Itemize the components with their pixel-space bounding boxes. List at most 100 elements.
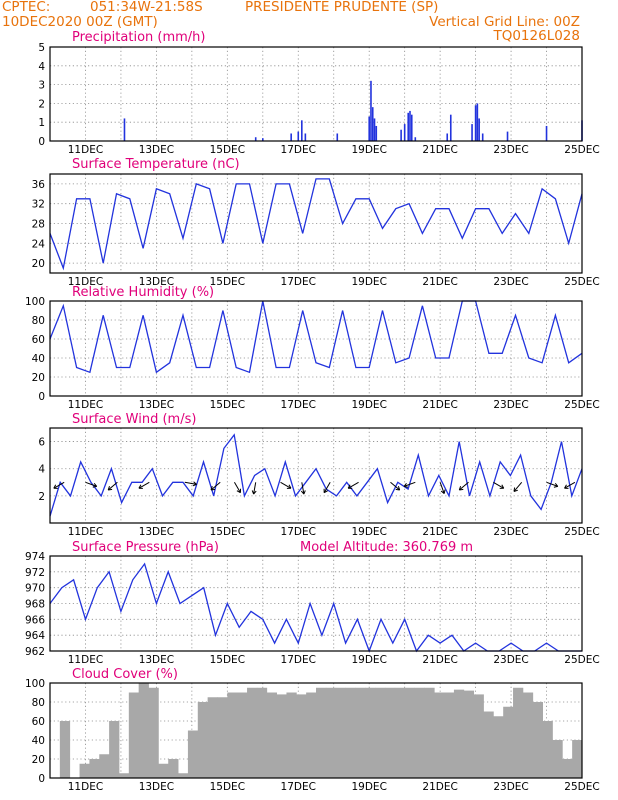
wind-vector-head — [300, 490, 306, 495]
precip-bar — [290, 133, 292, 141]
cloud-bar — [394, 687, 406, 778]
x-tick-label: 23DEC — [493, 399, 528, 411]
wind-vector — [210, 481, 221, 491]
y-tick-label: 968 — [25, 599, 45, 611]
cloud-bar — [109, 721, 120, 778]
x-tick-label: 25DEC — [564, 781, 599, 793]
cloud-bar — [227, 692, 238, 778]
precip-bar — [371, 107, 374, 141]
wind-vector-head — [553, 482, 559, 488]
x-tick-label: 13DEC — [139, 526, 174, 538]
x-tick-label: 13DEC — [139, 399, 174, 411]
y-tick-label: 974 — [25, 551, 45, 563]
y-tick-label: 962 — [25, 646, 45, 658]
cloud-bar — [256, 687, 268, 778]
x-tick-label: 21DEC — [422, 276, 457, 288]
x-tick-label: 17DEC — [281, 526, 316, 538]
y-tick-label: 32 — [32, 199, 45, 211]
cloud-bar — [306, 692, 317, 778]
y-tick-label: 964 — [25, 630, 45, 642]
y-tick-label: 80 — [32, 315, 45, 327]
cloud-bar — [463, 690, 475, 778]
x-tick-label: 19DEC — [351, 276, 386, 288]
x-tick-label: 11DEC — [68, 276, 103, 288]
x-tick-label: 23DEC — [493, 276, 528, 288]
precip-bar — [481, 133, 484, 141]
x-tick-label: 21DEC — [422, 654, 457, 666]
x-tick-label: 19DEC — [351, 781, 386, 793]
x-tick-label: 25DEC — [564, 654, 599, 666]
wind-vector — [458, 481, 469, 491]
grid-lines — [50, 428, 583, 523]
wind-vector-head — [286, 484, 292, 489]
wind-vector — [439, 482, 445, 494]
precip-bar — [375, 125, 378, 141]
y-tick-label: 20 — [32, 372, 45, 384]
grid-lines — [50, 46, 583, 142]
y-tick-label: 970 — [25, 583, 45, 595]
cloud-bar — [542, 721, 553, 778]
y-tick-label: 36 — [32, 179, 46, 191]
wind-vector-head — [440, 489, 446, 494]
cloud-bar — [473, 694, 484, 778]
precip-bar — [410, 114, 413, 141]
cloud-bar — [355, 687, 366, 778]
x-tick-label: 21DEC — [422, 526, 457, 538]
cloud-bar — [404, 687, 415, 778]
precip-bar — [409, 110, 411, 141]
header-date: 10DEC2020 00Z (GMT) — [2, 14, 158, 30]
panel-title: Cloud Cover (%) — [72, 667, 178, 682]
precip-bar — [506, 131, 509, 141]
y-tick-label: 40 — [32, 353, 45, 365]
cloud-bar — [414, 687, 425, 778]
x-tick-label: 11DEC — [68, 526, 103, 538]
y-tick-label: 0 — [38, 391, 45, 403]
wind-vector-head — [251, 490, 257, 495]
precip-bar — [370, 80, 372, 141]
wind-vector — [403, 481, 416, 487]
y-tick-label: 0 — [38, 136, 45, 148]
y-tick-label: 28 — [32, 219, 45, 231]
cloud-bar — [453, 689, 465, 778]
panel-frame — [49, 555, 583, 652]
x-tick-label: 23DEC — [493, 526, 528, 538]
wind-vector — [53, 481, 65, 489]
cloud-bar — [562, 759, 573, 778]
panel-title: Precipitation (mm/h) — [72, 30, 205, 45]
x-tick-label: 11DEC — [68, 399, 103, 411]
cloud-bar — [138, 683, 149, 778]
x-tick-label: 13DEC — [139, 781, 174, 793]
x-tick-label: 23DEC — [493, 781, 528, 793]
panel-1: Surface Temperature (nC) 20 24 28 32 36 11DEC 1… — [32, 157, 600, 288]
wind-vector-head — [513, 487, 518, 492]
x-tick-label: 17DEC — [281, 276, 316, 288]
x-tick-label: 15DEC — [210, 526, 245, 538]
panel-frame — [49, 46, 583, 142]
x-tick-label: 19DEC — [351, 654, 386, 666]
panel-annotation: Model Altitude: 360.769 m — [300, 540, 473, 555]
precip-bar — [123, 118, 126, 141]
x-tick-label: 13DEC — [139, 144, 174, 156]
x-tick-label: 25DEC — [564, 526, 599, 538]
cloud-bar — [522, 692, 534, 778]
precip-bar — [368, 116, 370, 141]
x-tick-label: 15DEC — [210, 144, 245, 156]
cloud-bar — [237, 692, 248, 778]
series-line — [49, 562, 582, 653]
cloud-bar — [424, 687, 435, 778]
precip-bar — [254, 137, 257, 141]
y-tick-label: 40 — [32, 735, 45, 747]
wind-vector — [280, 481, 292, 489]
cloud-bar — [286, 692, 297, 778]
panel-0: Precipitation (mm/h) 0 1 2 3 4 5 11DEC 13DEC 15DE… — [38, 30, 599, 156]
cloud-bar — [483, 711, 494, 778]
cloud-bar — [99, 754, 110, 778]
header-coords: 051:34W-21:58S — [90, 0, 203, 15]
cloud-bar — [247, 687, 258, 778]
cloud-bar — [59, 721, 71, 778]
cloud-bar — [197, 702, 209, 778]
x-tick-label: 23DEC — [493, 654, 528, 666]
wind-vector-head — [564, 484, 569, 489]
header-location: PRESIDENTE PRUDENTE (SP) — [245, 0, 438, 15]
